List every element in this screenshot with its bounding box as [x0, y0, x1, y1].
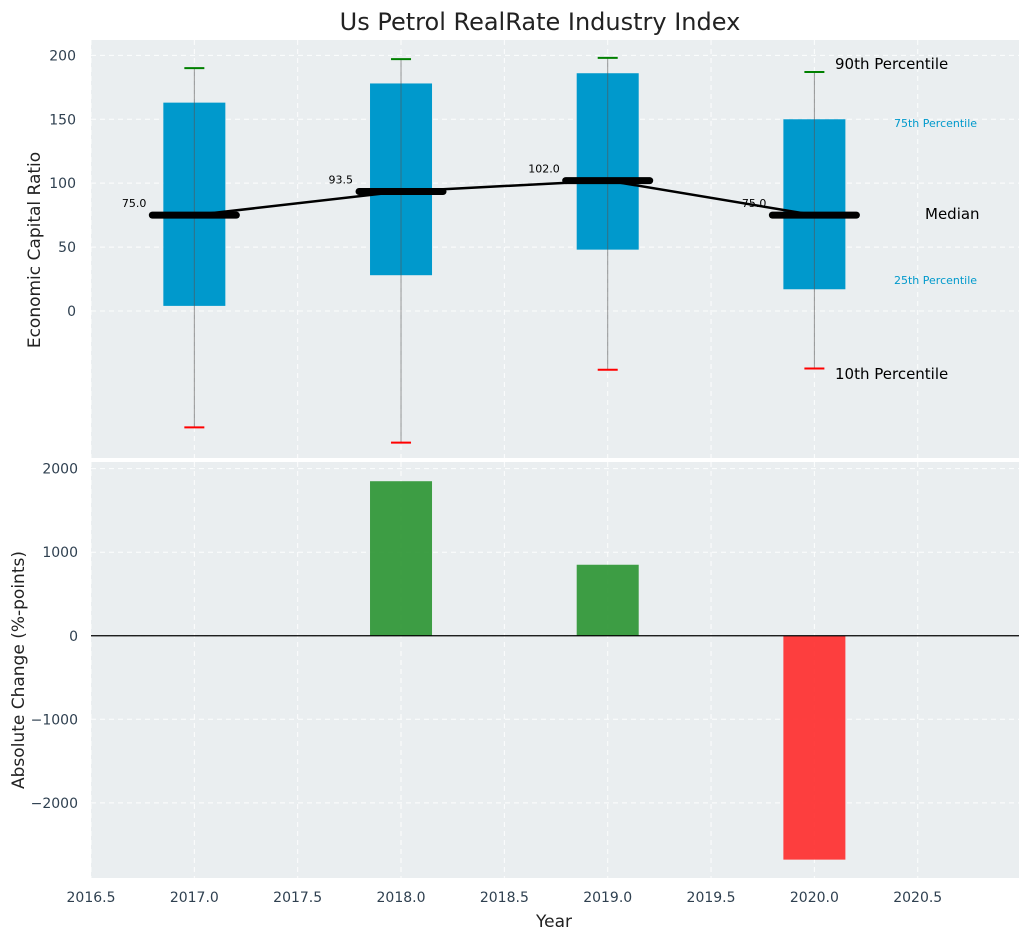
x-tick-label-1: 2017.0 [170, 890, 219, 906]
change-panel-background [91, 462, 1019, 878]
change-bar-2018 [370, 481, 433, 636]
x-axis-label: Year [535, 912, 572, 932]
change-bar-2020 [783, 635, 846, 860]
top-y-tick-label-2: 100 [49, 176, 76, 192]
legend-p10: 10th Percentile [835, 365, 948, 383]
x-tick-label-6: 2019.5 [687, 890, 736, 906]
bottom-y-tick-label-1: 1000 [42, 545, 78, 561]
x-tick-label-3: 2018.0 [377, 890, 426, 906]
bottom-y-tick-label-0: 2000 [42, 462, 78, 478]
change-panel-y-axis-label: Absolute Change (%-points) [9, 551, 29, 789]
change-panel-y-ticks: 2000 1000 0 −1000 −2000 [31, 462, 78, 812]
bottom-y-tick-label-3: −1000 [31, 712, 78, 728]
x-tick-label-4: 2018.5 [480, 890, 529, 906]
top-y-tick-label-3: 150 [49, 112, 76, 128]
x-axis-ticks: 2016.5 2017.0 2017.5 2018.0 2018.5 2019.0 2019… [67, 890, 943, 906]
chart-title: Us Petrol RealRate Industry Index [340, 8, 741, 36]
x-tick-label-5: 2019.0 [583, 890, 632, 906]
change-bar-2019 [576, 564, 639, 636]
top-y-tick-label-0: 0 [67, 304, 76, 320]
legend-p90: 90th Percentile [835, 55, 948, 73]
change-bars [370, 481, 846, 860]
percentile-legend: 90th Percentile 75th Percentile Median 2… [835, 55, 980, 383]
box-panel-background [91, 40, 1019, 458]
top-y-tick-label-4: 200 [49, 48, 76, 64]
x-tick-label-8: 2020.5 [893, 890, 942, 906]
bottom-y-tick-label-2: 0 [69, 629, 78, 645]
legend-median: Median [925, 205, 980, 223]
median-trend-line [194, 179, 815, 217]
bottom-y-tick-label-4: −2000 [31, 796, 78, 812]
legend-p75: 75th Percentile [894, 117, 977, 130]
x-tick-label-2: 2017.5 [273, 890, 322, 906]
box-panel-y-axis-label: Economic Capital Ratio [25, 152, 45, 348]
box-panel-y-ticks: 0 50 100 150 200 [49, 48, 76, 320]
x-tick-label-7: 2020.0 [790, 890, 839, 906]
median-label-2018: 93.5 [329, 173, 354, 186]
x-tick-label-0: 2016.5 [67, 890, 116, 906]
median-label-2017: 75.0 [122, 197, 147, 210]
median-label-2019: 102.0 [528, 163, 560, 176]
top-y-tick-label-1: 50 [58, 240, 76, 256]
legend-p25: 25th Percentile [894, 274, 977, 287]
